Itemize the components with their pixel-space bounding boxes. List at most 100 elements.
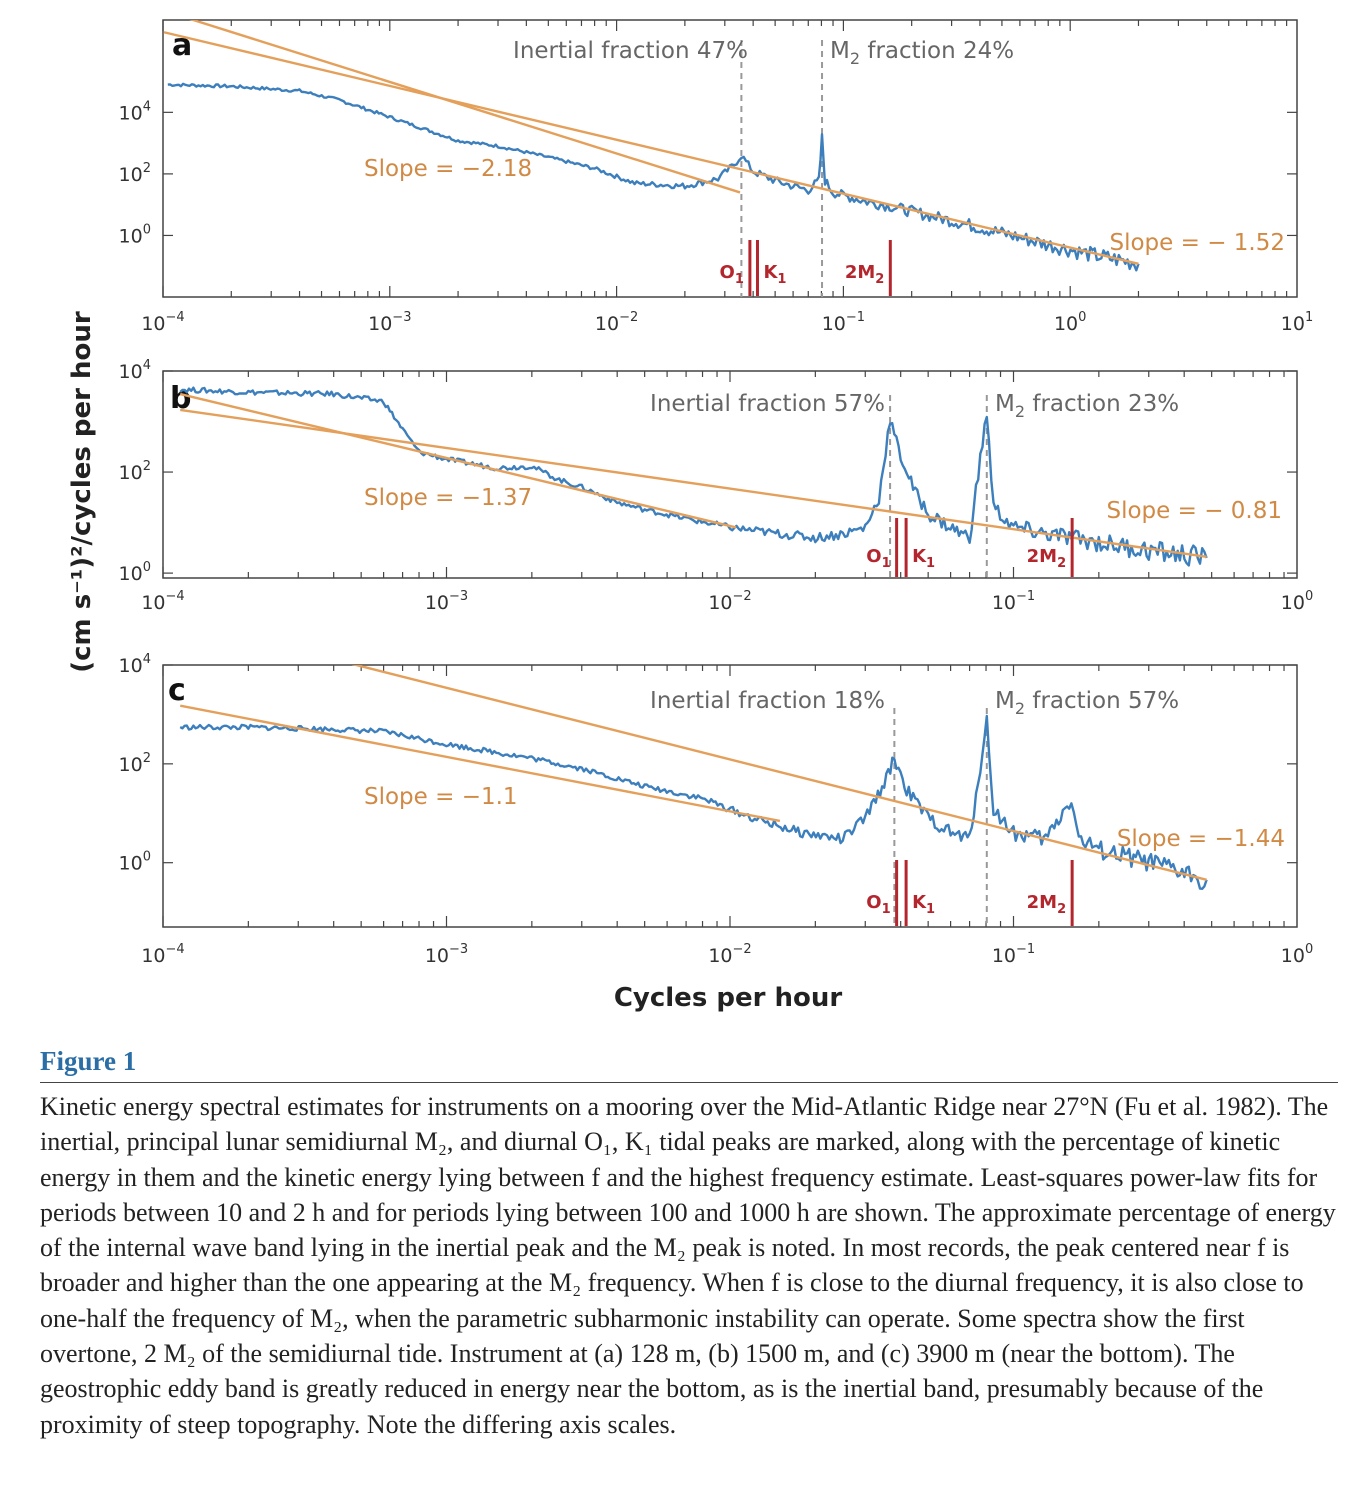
x-tick-exp: −1 <box>846 310 865 325</box>
x-tick-label: 10−4 <box>141 589 184 614</box>
panel-letter: a <box>172 28 192 63</box>
high-fit-slope-label: Slope = − 1.52 <box>1110 230 1286 256</box>
x-tick-exp: −3 <box>392 310 411 325</box>
y-tick-exp: 0 <box>143 560 151 575</box>
high-fit-slope-label: Slope = −1.44 <box>1117 826 1285 852</box>
x-tick-exp: 0 <box>1078 310 1086 325</box>
x-tick-base: 10 <box>1281 945 1305 967</box>
x-tick-exp: −2 <box>733 589 752 604</box>
x-tick-exp: −2 <box>733 942 752 957</box>
y-tick-base: 10 <box>119 754 143 776</box>
figure-caption: Kinetic energy spectral estimates for in… <box>40 1092 1336 1439</box>
x-tick-label: 10−3 <box>368 310 411 335</box>
x-tick-base: 10 <box>992 592 1016 614</box>
y-tick-exp: 0 <box>143 222 151 237</box>
y-tick-base: 10 <box>119 361 143 383</box>
x-tick-base: 10 <box>822 313 846 335</box>
spectrum-series-line <box>179 714 1208 890</box>
x-tick-exp: −1 <box>1016 589 1035 604</box>
x-axis-label: Cycles per hour <box>614 983 843 1013</box>
x-tick-exp: −4 <box>166 589 185 604</box>
tide-label-k1: K1 <box>763 262 786 287</box>
x-tick-base: 10 <box>141 592 165 614</box>
x-tick-label: 101 <box>1281 310 1313 335</box>
tide-label-k1: K1 <box>912 892 935 917</box>
tide-label-o1: O1 <box>866 892 890 917</box>
x-tick-label: 10−1 <box>992 589 1035 614</box>
x-tick-base: 10 <box>425 592 449 614</box>
x-tick-exp: −4 <box>166 942 185 957</box>
axes-frame <box>162 19 1298 298</box>
x-tick-label: 10−2 <box>708 942 751 967</box>
x-tick-base: 10 <box>1054 313 1078 335</box>
caption-block: Figure 1 Kinetic energy spectral estimat… <box>40 1046 1338 1442</box>
m2-fraction-label: M2 fraction 24% <box>830 38 1014 68</box>
y-tick-label: 100 <box>119 850 151 875</box>
inertial-fraction-label: Inertial fraction 18% <box>650 688 885 714</box>
y-tick-exp: 4 <box>143 358 151 373</box>
m2-fraction-label: M2 fraction 57% <box>995 688 1179 718</box>
x-tick-base: 10 <box>1281 592 1305 614</box>
x-tick-label: 100 <box>1281 942 1313 967</box>
y-tick-base: 10 <box>119 102 143 124</box>
x-tick-label: 100 <box>1281 589 1313 614</box>
x-tick-base: 10 <box>141 945 165 967</box>
low-fit-slope-label: Slope = −2.18 <box>364 156 532 182</box>
x-tick-exp: −1 <box>1016 942 1035 957</box>
x-tick-exp: −3 <box>449 589 468 604</box>
tide-label-2m2: 2M2 <box>1027 546 1066 571</box>
y-tick-label: 100 <box>119 222 151 247</box>
x-tick-label: 10−3 <box>425 942 468 967</box>
x-tick-exp: −2 <box>619 310 638 325</box>
high-freq-fit-line <box>163 31 1139 265</box>
y-tick-exp: 2 <box>143 161 151 176</box>
y-tick-base: 10 <box>119 655 143 677</box>
spectra-figure: (cm s⁻¹)²/cycles per hour Cycles per hou… <box>67 19 1314 1013</box>
spectrum-series-line <box>167 82 1140 272</box>
panel-letter: c <box>168 673 186 708</box>
x-tick-base: 10 <box>992 945 1016 967</box>
x-tick-label: 10−2 <box>595 310 638 335</box>
y-tick-base: 10 <box>119 164 143 186</box>
low-fit-slope-label: Slope = −1.37 <box>364 485 532 511</box>
low-fit-slope-label: Slope = −1.1 <box>364 784 518 810</box>
tide-label-o1: O1 <box>720 262 744 287</box>
x-tick-label: 10−1 <box>822 310 865 335</box>
y-tick-base: 10 <box>119 225 143 247</box>
inertial-fraction-label: Inertial fraction 47% <box>513 38 748 64</box>
figure-title: Figure 1 <box>40 1046 1338 1083</box>
tide-label-2m2: 2M2 <box>845 262 884 287</box>
x-tick-label: 10−3 <box>425 589 468 614</box>
m2-fraction-label: M2 fraction 23% <box>995 391 1179 421</box>
x-tick-base: 10 <box>595 313 619 335</box>
x-tick-label: 10−4 <box>141 310 184 335</box>
y-tick-label: 100 <box>119 560 151 585</box>
x-tick-exp: 1 <box>1305 310 1313 325</box>
y-tick-exp: 0 <box>143 850 151 865</box>
high-freq-fit-line <box>351 665 1207 882</box>
y-tick-base: 10 <box>119 563 143 585</box>
y-tick-base: 10 <box>119 462 143 484</box>
inertial-fraction-label: Inertial fraction 57% <box>650 391 885 417</box>
x-tick-label: 100 <box>1054 310 1086 335</box>
spectrum-series-line <box>179 386 1208 567</box>
y-tick-label: 102 <box>119 459 151 484</box>
x-tick-exp: −4 <box>166 310 185 325</box>
x-tick-base: 10 <box>368 313 392 335</box>
tide-label-k1: K1 <box>912 546 935 571</box>
x-tick-exp: 0 <box>1305 942 1313 957</box>
tide-label-o1: O1 <box>866 546 890 571</box>
low-period-fit-line <box>179 392 737 529</box>
y-tick-label: 102 <box>119 751 151 776</box>
x-tick-label: 10−4 <box>141 942 184 967</box>
x-tick-base: 10 <box>708 945 732 967</box>
low-period-fit-line <box>179 704 781 823</box>
x-tick-label: 10−1 <box>992 942 1035 967</box>
y-tick-exp: 4 <box>143 652 151 667</box>
high-fit-slope-label: Slope = − 0.81 <box>1107 498 1283 524</box>
y-tick-label: 104 <box>119 99 151 124</box>
y-tick-label: 104 <box>119 358 151 383</box>
